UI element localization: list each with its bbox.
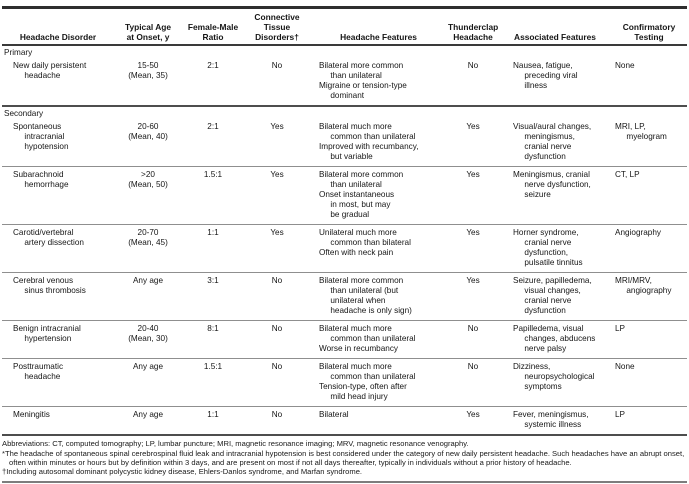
table-cell: 8:1 <box>182 320 244 359</box>
table-cell: No <box>244 58 310 107</box>
table-cell: Meningitis <box>2 406 114 436</box>
table-cell: Meningismus, cranial nerve dysfunction, … <box>499 166 611 225</box>
table-cell: Bilateral <box>310 406 447 436</box>
table-cell: New daily persistent headache <box>2 58 114 107</box>
section-row-secondary: Secondary <box>2 106 687 119</box>
table-cell: Unilateral much more common than bilater… <box>310 224 447 273</box>
col-header-associated-features: Associated Features <box>499 7 611 46</box>
table-cell: Spontaneous intracranial hypotension <box>2 119 114 167</box>
table-cell: MRI, LP, myelogram <box>611 119 687 167</box>
table-cell: 1.5:1 <box>182 166 244 225</box>
table-cell: Yes <box>447 119 499 167</box>
table-row: Cerebral venous sinus thrombosis Any age 3… <box>2 272 687 321</box>
table-cell: MRI/MRV, angiography <box>611 272 687 321</box>
table-cell: 1:1 <box>182 224 244 273</box>
table-cell: No <box>244 272 310 321</box>
table-cell: Yes <box>244 166 310 225</box>
table-cell: LP <box>611 406 687 436</box>
table-cell: No <box>447 58 499 107</box>
col-header-connective-tissue-disorders: Connective Tissue Disorders† <box>244 7 310 46</box>
table-row: Meningitis Any age 1:1 No Bilateral Yes Fever,… <box>2 406 687 436</box>
col-header-confirmatory-testing: Confirmatory Testing <box>611 7 687 46</box>
table-cell: Bilateral more common than unilateral (b… <box>310 272 447 321</box>
table-row: Posttraumatic headache Any age 1.5:1 No Bila… <box>2 358 687 407</box>
table-cell: Visual/aural changes, meningismus, crani… <box>499 119 611 167</box>
table-cell: Bilateral much more common than unilater… <box>310 320 447 359</box>
table-cell: Yes <box>244 119 310 167</box>
table-cell: 20-60 (Mean, 40) <box>114 119 182 167</box>
table-cell: Bilateral more common than unilateral On… <box>310 166 447 225</box>
headache-disorders-table: Headache Disorder Typical Age at Onset, … <box>2 6 687 436</box>
table-cell: Carotid/vertebral artery dissection <box>2 224 114 273</box>
table-cell: No <box>447 320 499 359</box>
section-label: Primary <box>4 48 33 57</box>
table-cell: >20 (Mean, 50) <box>114 166 182 225</box>
table-cell: 1.5:1 <box>182 358 244 407</box>
table-body: Primary New daily persistent headache 15-5… <box>2 45 687 436</box>
table-cell: None <box>611 58 687 107</box>
table-cell: Bilateral much more common than unilater… <box>310 119 447 167</box>
table-cell: Fever, meningismus, systemic illness <box>499 406 611 436</box>
table-cell: No <box>244 320 310 359</box>
table-cell: Angiography <box>611 224 687 273</box>
table-cell: 2:1 <box>182 58 244 107</box>
footnotes: Abbreviations: CT, computed tomography; … <box>2 439 687 483</box>
table-cell: Benign intracranial hypertension <box>2 320 114 359</box>
footnote-dagger: †Including autosomal dominant polycystic… <box>2 467 363 476</box>
table-cell: None <box>611 358 687 407</box>
table-cell: Any age <box>114 358 182 407</box>
table-cell: 15-50 (Mean, 35) <box>114 58 182 107</box>
col-header-headache-features: Headache Features <box>310 7 447 46</box>
table-cell: 1:1 <box>182 406 244 436</box>
table-cell: Any age <box>114 272 182 321</box>
table-cell: No <box>244 406 310 436</box>
table-cell: LP <box>611 320 687 359</box>
table-cell: Subarachnoid hemorrhage <box>2 166 114 225</box>
table-row: Subarachnoid hemorrhage >20 (Mean, 50) 1.5… <box>2 166 687 225</box>
table-cell: Papilledema, visual changes, abducens ne… <box>499 320 611 359</box>
table-cell: Yes <box>447 406 499 436</box>
table-cell: 3:1 <box>182 272 244 321</box>
section-row-primary: Primary <box>2 45 687 58</box>
footnote-abbreviations: Abbreviations: CT, computed tomography; … <box>2 439 469 448</box>
col-header-thunderclap-headache: Thunderclap Headache <box>447 7 499 46</box>
header-row: Headache Disorder Typical Age at Onset, … <box>2 7 687 46</box>
footnote-asterisk: *The headache of spontaneous spinal cere… <box>2 448 685 467</box>
table-cell: 2:1 <box>182 119 244 167</box>
table-row: Benign intracranial hypertension 20-40 (M… <box>2 320 687 359</box>
table-row: Spontaneous intracranial hypotension 20-6… <box>2 119 687 167</box>
table-cell: CT, LP <box>611 166 687 225</box>
col-header-headache-disorder: Headache Disorder <box>2 7 114 46</box>
table-cell: No <box>244 358 310 407</box>
table-cell: Horner syndrome, cranial nerve dysfuncti… <box>499 224 611 273</box>
table-cell: Yes <box>447 272 499 321</box>
col-header-female-male-ratio: Female-Male Ratio <box>182 7 244 46</box>
table-cell: Bilateral more common than unilateral Mi… <box>310 58 447 107</box>
section-label: Secondary <box>4 109 44 118</box>
table-cell: Yes <box>244 224 310 273</box>
table-cell: Bilateral much more common than unilater… <box>310 358 447 407</box>
col-header-typical-age: Typical Age at Onset, y <box>114 7 182 46</box>
table-cell: 20-40 (Mean, 30) <box>114 320 182 359</box>
table-cell: No <box>447 358 499 407</box>
table-header: Headache Disorder Typical Age at Onset, … <box>2 7 687 46</box>
table-cell: Cerebral venous sinus thrombosis <box>2 272 114 321</box>
table-cell: Posttraumatic headache <box>2 358 114 407</box>
table-row: New daily persistent headache 15-50 (Mean… <box>2 58 687 107</box>
table-cell: Dizziness, neuropsychological symptoms <box>499 358 611 407</box>
table-cell: Yes <box>447 224 499 273</box>
table-cell: 20-70 (Mean, 45) <box>114 224 182 273</box>
table-cell: Yes <box>447 166 499 225</box>
table-cell: Nausea, fatigue, preceding viral illness <box>499 58 611 107</box>
table-cell: Any age <box>114 406 182 436</box>
table-cell: Seizure, papilledema, visual changes, cr… <box>499 272 611 321</box>
table-row: Carotid/vertebral artery dissection 20-70… <box>2 224 687 273</box>
